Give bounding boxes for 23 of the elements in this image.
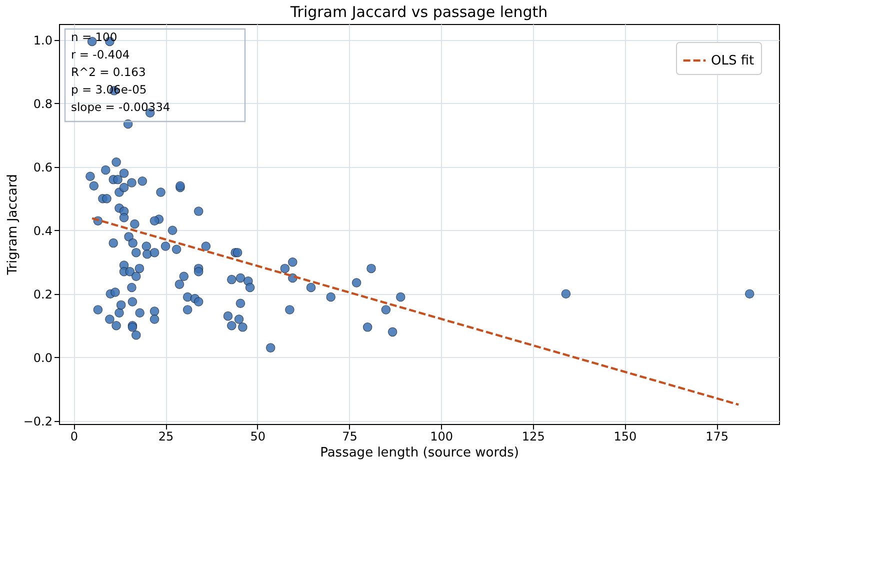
x-tick-label: 175 [706,430,729,444]
y-tick-label: 0.6 [33,160,52,174]
x-tick-label: 25 [158,430,174,444]
annotation: slope = -0.00334 [71,100,170,114]
annotation: r = -0.404 [71,48,130,62]
y-tick-label: −0.2 [23,414,52,428]
y-tick-label: 0.0 [33,350,52,365]
y-tick-label: 1.0 [33,33,52,48]
y-axis-title: Trigram Jaccard [5,174,20,276]
chart-title: Trigram Jaccard vs passage length [289,3,548,21]
x-tick-label: 125 [522,430,545,444]
x-tick-label: 75 [342,430,358,444]
x-tick-label: 150 [614,430,637,444]
y-tick-label: 0.2 [33,287,52,302]
x-tick-label: 0 [70,430,78,444]
y-tick-label: 0.4 [33,224,52,238]
legend-label: OLS fit [711,54,754,68]
y-tick-label: 0.8 [33,96,52,111]
x-tick-label: 50 [250,430,266,444]
annotation: n = 100 [71,30,118,44]
annotation: R^2 = 0.163 [71,65,146,79]
x-tick-label: 100 [430,430,453,444]
x-axis-title: Passage length (source words) [320,446,519,460]
